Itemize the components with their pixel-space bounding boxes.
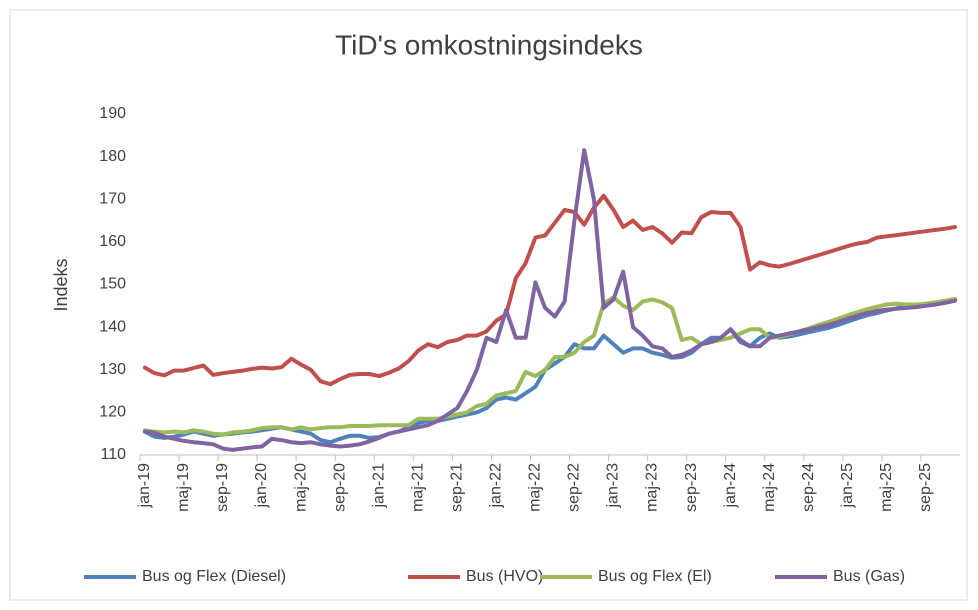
y-axis-label: Indeks <box>51 258 71 311</box>
legend-label: Bus og Flex (El) <box>598 568 712 585</box>
x-tick-label: sep-24 <box>800 463 817 512</box>
y-tick-label: 110 <box>100 446 126 463</box>
x-tick-label: jan-22 <box>488 463 505 509</box>
x-tick-label: maj-21 <box>409 463 426 512</box>
y-tick-label: 150 <box>99 276 126 293</box>
x-tick-label: sep-19 <box>214 463 231 512</box>
series-line <box>142 193 958 387</box>
series-line <box>142 295 958 437</box>
legend-label: Bus og Flex (Diesel) <box>142 568 286 585</box>
x-tick-label: jan-19 <box>136 463 153 509</box>
legend-label: Bus (HVO) <box>466 568 543 585</box>
x-tick-label: maj-25 <box>878 463 895 512</box>
x-tick-label: jan-24 <box>722 463 739 509</box>
x-tick-label: jan-23 <box>605 463 622 509</box>
x-tick-label: sep-25 <box>917 463 934 512</box>
y-tick-label: 160 <box>99 233 126 250</box>
chart-frame <box>9 9 968 601</box>
series-line <box>142 148 958 452</box>
y-tick-label: 170 <box>99 190 126 207</box>
y-tick-label: 130 <box>99 361 126 378</box>
x-tick-label: sep-23 <box>683 463 700 512</box>
x-tick-label: jan-21 <box>370 463 387 509</box>
x-tick-label: maj-20 <box>292 463 309 512</box>
x-tick-label: maj-24 <box>761 463 778 512</box>
x-tick-label: sep-22 <box>566 463 583 512</box>
y-tick-label: 190 <box>99 105 126 122</box>
y-tick-label: 180 <box>99 148 126 165</box>
x-tick-label: sep-21 <box>448 463 465 512</box>
x-tick-label: maj-23 <box>644 463 661 512</box>
chart-title: TiD's omkostningsindeks <box>335 29 643 60</box>
x-tick-label: jan-20 <box>253 463 270 509</box>
x-tick-label: jan-25 <box>839 463 856 509</box>
x-tick-label: maj-22 <box>527 463 544 512</box>
x-tick-label: maj-19 <box>175 463 192 512</box>
y-tick-label: 140 <box>99 318 126 335</box>
x-tick-label: sep-20 <box>331 463 348 512</box>
y-tick-label: 120 <box>99 404 126 421</box>
legend-label: Bus (Gas) <box>833 568 905 585</box>
